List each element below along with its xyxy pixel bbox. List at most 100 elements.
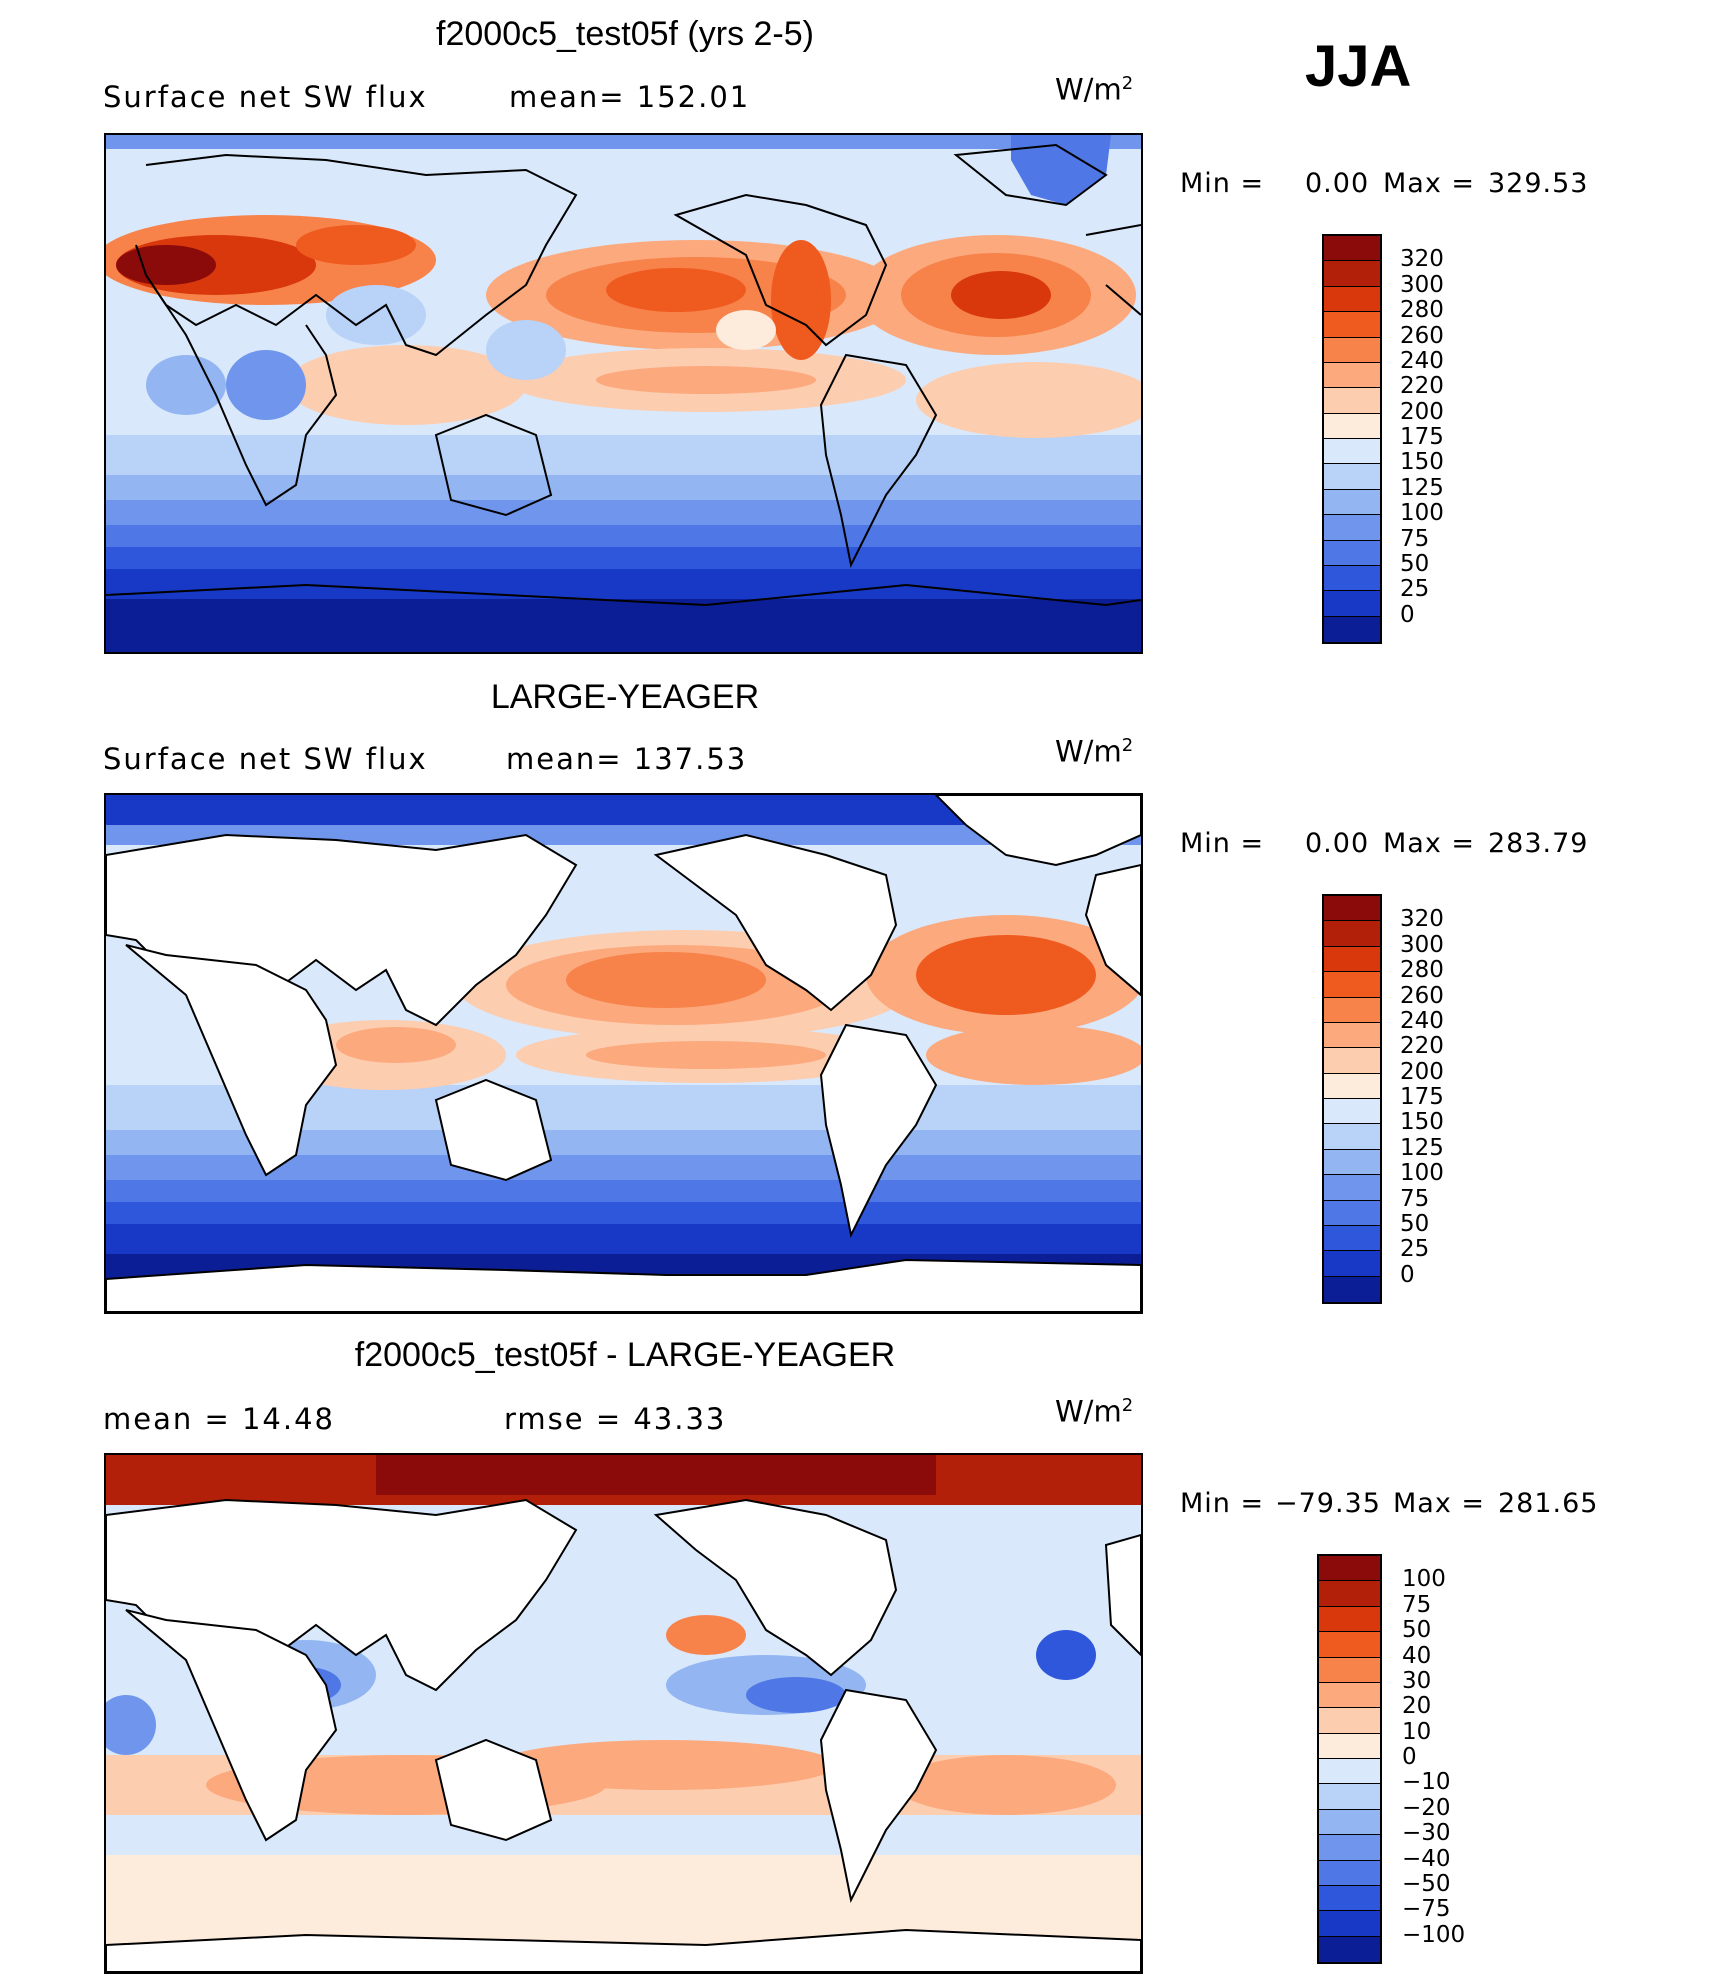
colorbar-segment	[1324, 236, 1380, 262]
colorbar-tick-label: 100	[1400, 500, 1444, 527]
colorbar-segment	[1324, 1022, 1380, 1049]
colorbar-segment	[1324, 439, 1380, 465]
colorbar-segment	[1324, 565, 1380, 592]
colorbar-segment	[1319, 1708, 1380, 1734]
colorbar-segment	[1324, 921, 1380, 947]
panel-1-variable-label: Surface net SW flux	[103, 80, 428, 114]
panel-2-max-value: 283.79	[1488, 828, 1589, 859]
colorbar-segment	[1324, 464, 1380, 490]
panel-1-mean-label: mean= 152.01	[509, 80, 751, 114]
panel-2-min-label: Min =	[1180, 828, 1265, 859]
colorbar-tick-label: 175	[1400, 424, 1444, 450]
panel-3-max-value: 281.65	[1498, 1488, 1599, 1519]
colorbar-tick-label: 100	[1400, 1160, 1444, 1187]
colorbar-segment	[1319, 1556, 1380, 1582]
colorbar-segment	[1324, 616, 1380, 642]
colorbar-tick-label: −20	[1402, 1794, 1451, 1821]
panel-1-units: W/m2	[1055, 72, 1134, 107]
panel-3-mean-label: mean = 14.48	[103, 1402, 335, 1436]
colorbar-tick-label: −10	[1402, 1769, 1451, 1796]
colorbar-tick-label: 240	[1400, 347, 1444, 374]
colorbar-segment	[1324, 337, 1380, 363]
colorbar-tick-label: −50	[1402, 1870, 1451, 1897]
colorbar-segment	[1324, 896, 1380, 922]
colorbar-segment	[1319, 1860, 1380, 1886]
colorbar-segment	[1324, 1048, 1380, 1074]
colorbar-segment	[1324, 946, 1380, 973]
colorbar-segment	[1324, 1073, 1380, 1099]
colorbar-tick-label: 0	[1400, 601, 1415, 628]
panel-2-min-value: 0.00	[1305, 828, 1370, 859]
panel-2-variable-label: Surface net SW flux	[103, 742, 428, 776]
colorbar-tick-label: 125	[1400, 1134, 1444, 1161]
panel-3-min-label: Min =	[1180, 1488, 1265, 1519]
colorbar-tick-label: 10	[1402, 1718, 1432, 1745]
colorbar-tick-label: 75	[1402, 1591, 1432, 1618]
colorbar-tick-label: −75	[1402, 1896, 1451, 1923]
panel-1-colorbar	[1322, 234, 1382, 644]
colorbar-tick-label: 30	[1402, 1667, 1432, 1694]
colorbar-tick-label: −40	[1402, 1845, 1451, 1872]
colorbar-segment	[1324, 1200, 1380, 1226]
panel-2-map	[104, 793, 1143, 1314]
panel-3-units: W/m2	[1055, 1394, 1134, 1429]
panel-2-title: LARGE-YEAGER	[490, 678, 760, 716]
colorbar-segment	[1319, 1606, 1380, 1633]
panel-3-rmse-label: rmse = 43.33	[504, 1402, 727, 1436]
panel-1-map	[104, 133, 1143, 654]
colorbar-segment	[1324, 515, 1380, 541]
panel-3-max-label: Max =	[1393, 1488, 1486, 1519]
colorbar-segment	[1324, 362, 1380, 389]
colorbar-tick-label: 280	[1400, 957, 1444, 984]
colorbar-tick-label: 150	[1400, 449, 1444, 476]
colorbar-tick-label: 200	[1400, 398, 1444, 425]
colorbar-tick-label: 0	[1400, 1261, 1415, 1288]
colorbar-segment	[1319, 1759, 1380, 1785]
colorbar-segment	[1319, 1581, 1380, 1607]
panel-3-min-value: −79.35	[1275, 1488, 1381, 1519]
colorbar-segment	[1319, 1936, 1380, 1962]
colorbar-segment	[1324, 286, 1380, 313]
panel-1-min-label: Min =	[1180, 168, 1265, 199]
panel-3-map	[104, 1453, 1143, 1974]
panel-3-title: f2000c5_test05f - LARGE-YEAGER	[354, 1336, 896, 1374]
colorbar-tick-label: 50	[1400, 550, 1430, 577]
colorbar-segment	[1319, 1835, 1380, 1861]
colorbar-tick-label: 75	[1400, 525, 1430, 552]
colorbar-segment	[1324, 540, 1380, 566]
panel-1-title: f2000c5_test05f (yrs 2-5)	[436, 15, 814, 53]
colorbar-segment	[1324, 1124, 1380, 1150]
colorbar-segment	[1324, 1099, 1380, 1125]
colorbar-segment	[1319, 1733, 1380, 1759]
colorbar-segment	[1319, 1784, 1380, 1810]
colorbar-tick-label: 75	[1400, 1185, 1430, 1212]
colorbar-segment	[1324, 1276, 1380, 1302]
colorbar-tick-label: 25	[1400, 576, 1430, 603]
colorbar-segment	[1319, 1682, 1380, 1709]
colorbar-segment	[1319, 1657, 1380, 1683]
colorbar-segment	[1319, 1632, 1380, 1658]
colorbar-segment	[1319, 1911, 1380, 1937]
colorbar-tick-label: 0	[1402, 1744, 1417, 1770]
colorbar-tick-label: 300	[1400, 271, 1444, 298]
colorbar-segment	[1324, 1225, 1380, 1252]
colorbar-segment	[1324, 312, 1380, 338]
panel-2-mean-label: mean= 137.53	[506, 742, 748, 776]
colorbar-segment	[1324, 388, 1380, 414]
colorbar-tick-label: 260	[1400, 322, 1444, 349]
colorbar-tick-label: 260	[1400, 982, 1444, 1009]
panel-1-max-label: Max =	[1383, 168, 1476, 199]
colorbar-tick-label: 50	[1400, 1210, 1430, 1237]
colorbar-tick-label: 20	[1402, 1693, 1432, 1720]
colorbar-tick-label: 300	[1400, 931, 1444, 958]
colorbar-segment	[1324, 1251, 1380, 1277]
panel-2-max-label: Max =	[1383, 828, 1476, 859]
colorbar-segment	[1324, 261, 1380, 287]
colorbar-tick-label: 200	[1400, 1058, 1444, 1085]
colorbar-segment	[1319, 1809, 1380, 1836]
colorbar-tick-label: −30	[1402, 1820, 1451, 1847]
colorbar-segment	[1324, 997, 1380, 1023]
colorbar-tick-label: 40	[1402, 1642, 1432, 1669]
colorbar-tick-label: 150	[1400, 1109, 1444, 1136]
colorbar-tick-label: 125	[1400, 474, 1444, 501]
